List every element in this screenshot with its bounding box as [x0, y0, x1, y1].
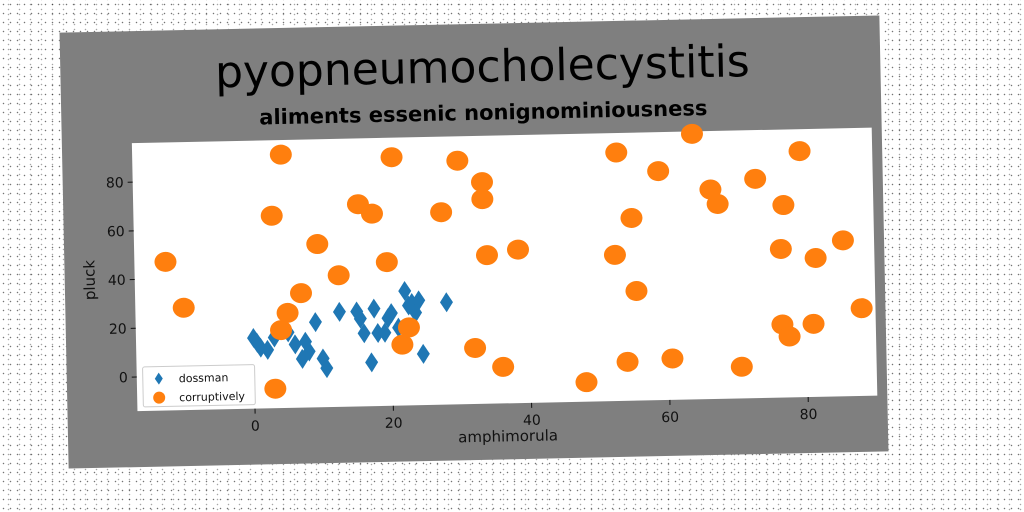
corruptively-point — [680, 123, 703, 144]
plot-area — [131, 127, 878, 412]
corruptively-point — [616, 351, 639, 372]
corruptively-point — [360, 203, 383, 224]
dossman-point — [308, 312, 322, 333]
y-tick-label: 40 — [108, 273, 126, 289]
x-tick-label: 40 — [523, 413, 541, 429]
corruptively-point — [306, 234, 329, 255]
corruptively-point — [850, 298, 873, 319]
dossman-point — [320, 358, 334, 379]
corruptively-point — [276, 302, 299, 323]
corruptively-point — [804, 247, 827, 268]
y-axis-label: pluck — [80, 259, 99, 300]
corruptively-point — [327, 265, 350, 286]
chart-subtitle: aliments essenic nonignominiousness — [259, 96, 708, 129]
legend-label-dossman: dossman — [179, 371, 229, 385]
corruptively-point — [391, 334, 414, 355]
y-tick-label: 0 — [119, 370, 128, 386]
dossman-point — [412, 290, 426, 311]
data-points — [154, 123, 873, 399]
corruptively-point — [778, 326, 801, 347]
corruptively-point — [492, 356, 515, 377]
x-tick-label: 80 — [799, 407, 817, 423]
corruptively-point — [603, 244, 626, 265]
corruptively-point — [154, 251, 177, 272]
corruptively-point — [290, 283, 313, 304]
corruptively-point — [620, 207, 643, 228]
corruptively-point — [430, 202, 453, 223]
x-axis-ticks: 0 20 40 60 80 — [251, 397, 818, 435]
x-axis-label: amphimorula — [458, 426, 558, 446]
dossman-point — [384, 303, 398, 324]
x-tick-label: 0 — [251, 419, 260, 435]
corruptively-point — [575, 372, 598, 393]
corruptively-point — [769, 238, 792, 259]
corruptively-point — [264, 378, 287, 399]
corruptively-point — [446, 150, 469, 171]
x-tick-label: 60 — [661, 410, 679, 426]
corruptively-point — [772, 195, 795, 216]
legend-marker-corruptively — [153, 391, 166, 404]
chart-title: pyopneumocholecystitis — [214, 36, 750, 98]
corruptively-point — [375, 252, 398, 273]
corruptively-point — [380, 147, 403, 168]
legend: dossman corruptively — [142, 364, 256, 408]
dossman-point — [398, 280, 412, 301]
legend-label-corruptively: corruptively — [179, 390, 246, 404]
dossman-point — [367, 298, 381, 319]
corruptively-point — [625, 280, 648, 301]
dossman-point — [261, 339, 275, 360]
corruptively-point — [706, 193, 729, 214]
dossman-point — [439, 292, 453, 313]
y-axis-ticks: 0 20 40 60 80 — [106, 175, 137, 386]
corruptively-point — [172, 297, 195, 318]
corruptively-point — [464, 337, 487, 358]
corruptively-point — [471, 189, 494, 210]
corruptively-point — [647, 161, 670, 182]
legend-marker-dossman — [154, 372, 163, 385]
corruptively-point — [605, 142, 628, 163]
dossman-point — [295, 348, 309, 369]
corruptively-point — [788, 141, 811, 162]
corruptively-point — [471, 172, 493, 193]
dossman-point — [371, 322, 385, 343]
y-tick-label: 60 — [107, 224, 125, 240]
corruptively-point — [260, 205, 283, 226]
y-tick-label: 80 — [106, 175, 124, 191]
dossman-point — [357, 323, 371, 344]
dossman-point — [353, 308, 367, 329]
dossman-point — [381, 308, 395, 329]
legend-box — [142, 364, 256, 408]
corruptively-point — [507, 239, 529, 260]
corruptively-point — [661, 348, 684, 369]
corruptively-point — [744, 168, 767, 189]
dossman-point — [365, 352, 379, 373]
dossman-point — [332, 301, 346, 322]
dossman-point — [416, 343, 430, 364]
dossman-point — [378, 322, 392, 343]
scatter-chart: pyopneumocholecystitis aliments essenic … — [80, 36, 878, 446]
corruptively-point — [475, 245, 498, 266]
dossman-point — [409, 302, 423, 323]
corruptively-point — [802, 313, 825, 334]
dossman-point — [288, 334, 302, 355]
corruptively-point — [831, 230, 854, 251]
x-tick-label: 20 — [385, 416, 403, 432]
figure-canvas: pyopneumocholecystitis aliments essenic … — [59, 15, 889, 469]
y-tick-label: 20 — [109, 321, 127, 337]
dossman-point — [302, 341, 316, 362]
corruptively-point — [397, 317, 420, 338]
corruptively-point — [730, 356, 753, 377]
corruptively-point — [270, 320, 293, 341]
corruptively-point — [269, 144, 292, 165]
